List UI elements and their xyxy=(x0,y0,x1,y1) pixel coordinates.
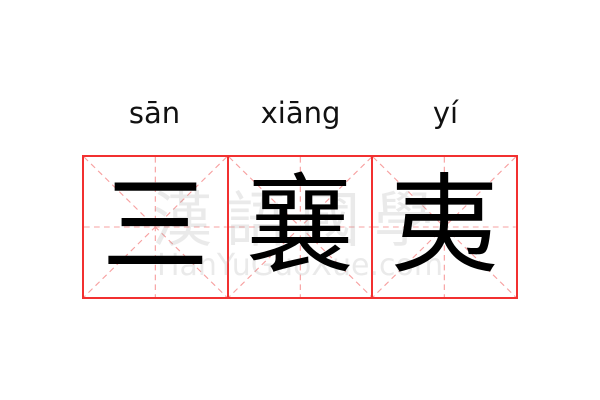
guide-lines xyxy=(228,157,372,297)
character-xiang: 襄 xyxy=(246,164,355,289)
pinyin-yi: yí xyxy=(432,96,459,130)
character-yi: 夷 xyxy=(390,164,499,289)
guide-lines xyxy=(373,157,517,297)
pinyin-san: sān xyxy=(128,96,181,130)
pinyin-xiang: xiāng xyxy=(260,96,341,130)
character-cell: 三 xyxy=(84,157,229,297)
character-cell: 夷 xyxy=(373,157,517,297)
character-san: 三 xyxy=(101,164,210,289)
character-grid: 三 襄 夷 xyxy=(82,155,518,299)
character-cell: 襄 xyxy=(228,157,374,297)
guide-lines xyxy=(84,157,227,297)
